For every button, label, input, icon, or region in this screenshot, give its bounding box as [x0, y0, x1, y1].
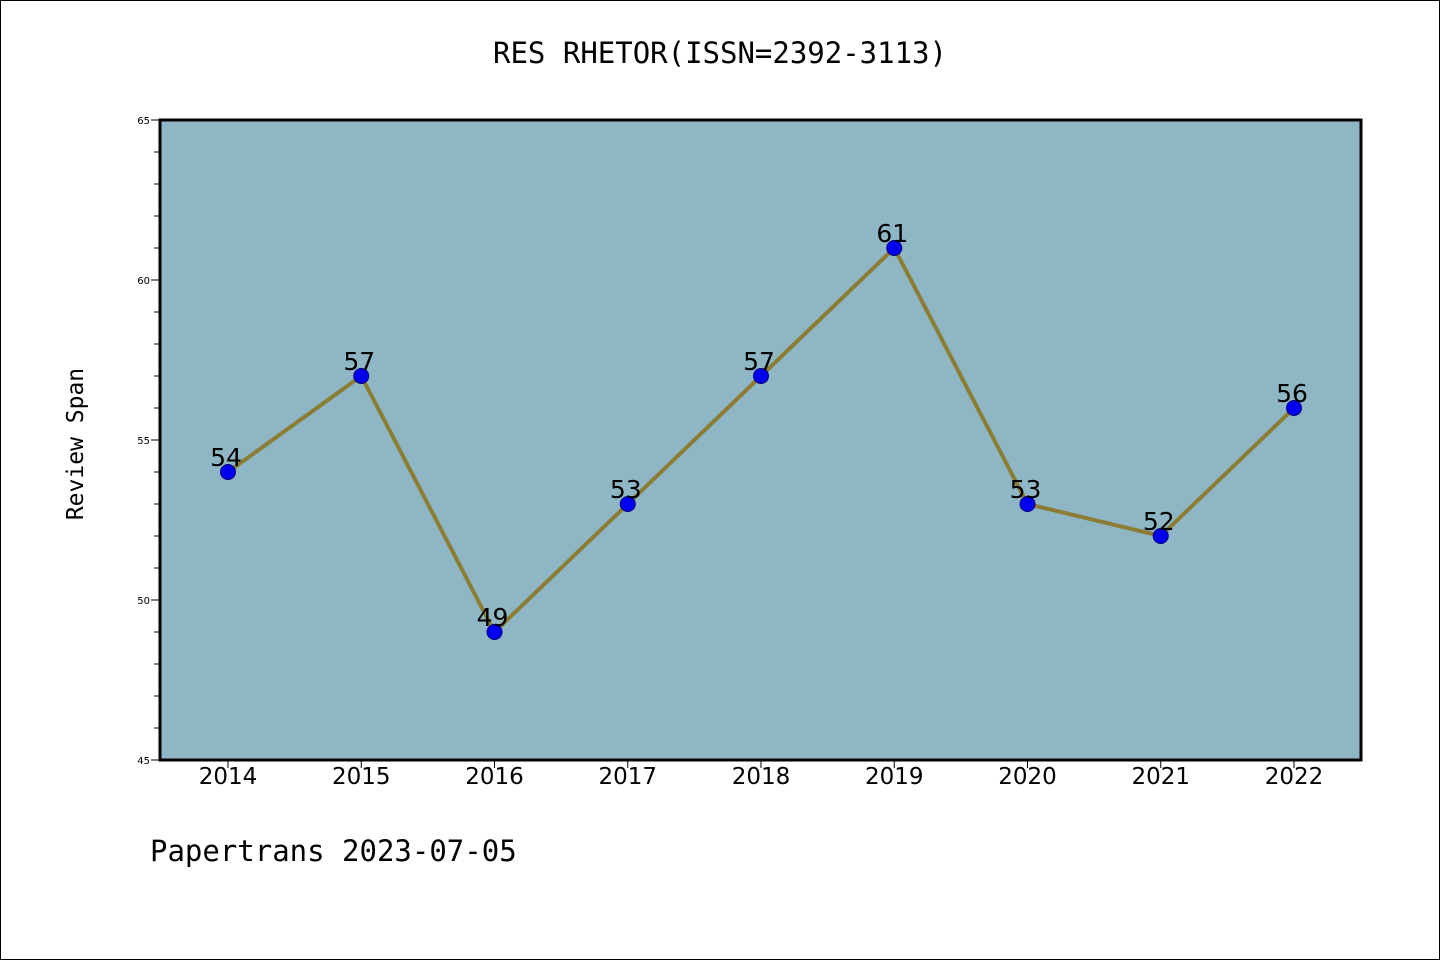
data-label: 49: [477, 603, 509, 632]
y-tick-label: 65: [137, 116, 150, 127]
data-point: [486, 624, 503, 640]
y-tick-label: 45: [137, 756, 150, 767]
x-tick-label: 2021: [1131, 764, 1190, 790]
data-label: 54: [210, 443, 242, 472]
x-tick-label: 2022: [1265, 764, 1324, 790]
data-point: [1019, 496, 1036, 512]
y-tick-label: 50: [137, 596, 150, 607]
series-markers: [220, 240, 1302, 640]
y-tick-label: 55: [137, 436, 150, 447]
x-tick-label: 2015: [332, 764, 391, 790]
plot-area: [158, 118, 1363, 762]
footer-watermark: Papertrans 2023-07-05: [150, 834, 517, 868]
x-tick-label: 2014: [199, 764, 258, 790]
data-point: [1152, 528, 1169, 544]
data-label: 57: [743, 347, 775, 376]
data-label: 57: [343, 347, 375, 376]
data-label: 53: [1010, 475, 1042, 504]
x-axis: 2014 2015 2016 2017 2018 2019 2020 2021 2022: [199, 760, 1324, 790]
data-label: 56: [1276, 379, 1308, 408]
data-label: 52: [1143, 507, 1175, 536]
data-label: 53: [610, 475, 642, 504]
data-point: [886, 240, 903, 256]
x-tick-label: 2018: [732, 764, 791, 790]
x-tick-label: 2020: [998, 764, 1057, 790]
y-tick-label: 60: [137, 276, 150, 287]
data-point: [1286, 400, 1302, 416]
x-tick-label: 2017: [598, 764, 657, 790]
x-tick-label: 2019: [865, 764, 924, 790]
data-point: [619, 496, 636, 512]
chart-title: RES RHETOR(ISSN=2392-3113): [493, 36, 947, 70]
data-point: [753, 368, 769, 384]
data-point: [220, 464, 236, 480]
data-label: 61: [876, 219, 908, 248]
data-labels: 54 57 49 53 57 61 53 52 56: [210, 219, 1308, 632]
data-point: [353, 368, 370, 384]
y-axis: 45 50 55 60 65: [137, 116, 160, 767]
x-tick-label: 2016: [465, 764, 524, 790]
